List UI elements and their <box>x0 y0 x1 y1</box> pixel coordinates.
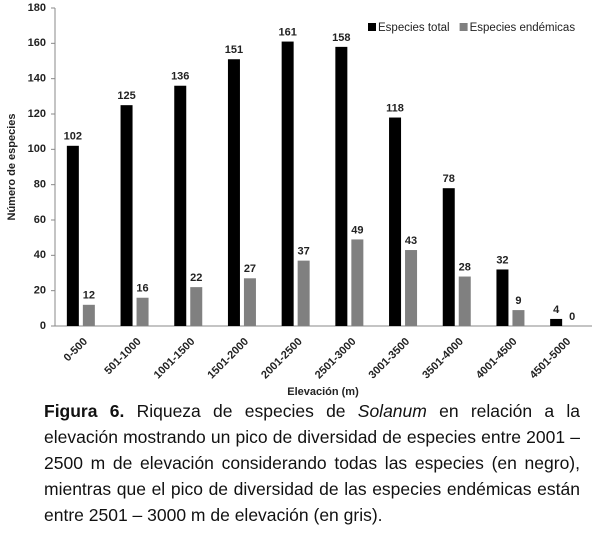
value-label: 43 <box>405 235 417 247</box>
x-tick-label: 3001-3500 <box>367 336 413 382</box>
caption: Figura 6. Riqueza de especies de Solanum… <box>44 398 580 528</box>
x-tick-label: 501-1000 <box>102 336 143 377</box>
bar <box>512 310 525 326</box>
bar <box>190 287 203 326</box>
y-tick-label: 40 <box>34 249 46 261</box>
caption-text: Riqueza de especies de <box>136 401 346 421</box>
value-label: 16 <box>136 283 148 295</box>
bar <box>351 239 364 326</box>
y-tick-label: 0 <box>40 320 46 332</box>
value-label: 0 <box>569 311 575 323</box>
y-tick-label: 100 <box>28 143 46 155</box>
x-tick-label: 4001-4500 <box>474 336 520 382</box>
y-tick-label: 120 <box>28 108 46 120</box>
bar <box>82 304 95 326</box>
bar <box>120 105 133 327</box>
legend-swatch <box>368 23 376 31</box>
value-label: 32 <box>496 254 508 266</box>
value-label: 78 <box>443 173 455 185</box>
caption-label: Figura 6. <box>44 401 125 421</box>
bar <box>496 269 509 326</box>
value-label: 12 <box>83 290 95 302</box>
value-label: 161 <box>278 26 296 38</box>
x-tick-label: 4501-5000 <box>528 336 574 382</box>
bar <box>174 85 187 326</box>
value-label: 125 <box>117 90 135 102</box>
x-tick-label: 1501-2000 <box>205 336 251 382</box>
y-tick-label: 20 <box>34 285 46 297</box>
x-tick-label: 2001-2500 <box>259 336 305 382</box>
y-tick-label: 60 <box>34 214 46 226</box>
value-label: 28 <box>459 261 471 273</box>
caption-text: en relación a la elevación mostrando un … <box>44 401 580 525</box>
y-axis-label: Número de especies <box>6 114 18 221</box>
value-label: 118 <box>386 102 404 114</box>
value-label: 158 <box>332 32 350 44</box>
bar <box>66 145 79 326</box>
bar <box>297 260 310 326</box>
legend-swatch <box>459 23 468 31</box>
x-tick-label: 2501-3000 <box>313 336 359 382</box>
bar <box>335 46 348 326</box>
value-label: 102 <box>64 131 82 143</box>
x-axis-label: Elevación (m) <box>287 386 359 398</box>
legend-label: Especies total <box>378 22 450 34</box>
bar <box>136 297 149 326</box>
bar <box>389 117 402 327</box>
bar <box>227 59 240 326</box>
y-tick-label: 180 <box>28 2 46 14</box>
value-label: 9 <box>515 295 521 307</box>
bar <box>405 250 418 326</box>
x-tick-label: 1001-1500 <box>152 336 198 382</box>
x-tick-label: 3501-4000 <box>420 336 466 382</box>
y-tick-label: 160 <box>28 37 46 49</box>
value-label: 49 <box>351 224 363 236</box>
bar <box>442 188 455 326</box>
x-tick-label: 0-500 <box>62 336 90 364</box>
bar <box>281 41 294 327</box>
value-label: 22 <box>190 272 202 284</box>
bar <box>458 276 471 326</box>
bar <box>243 278 256 326</box>
value-label: 27 <box>244 263 256 275</box>
y-tick-label: 80 <box>34 179 46 191</box>
legend-label: Especies endémicas <box>470 22 576 34</box>
value-label: 4 <box>553 304 560 316</box>
bar <box>550 318 563 326</box>
chart: Número de especies Elevación (m) 0204060… <box>6 2 592 398</box>
caption-italic: Solanum <box>357 401 427 421</box>
value-label: 151 <box>225 44 243 56</box>
value-label: 136 <box>171 71 189 83</box>
y-tick-label: 140 <box>28 73 46 85</box>
value-label: 37 <box>298 246 310 258</box>
